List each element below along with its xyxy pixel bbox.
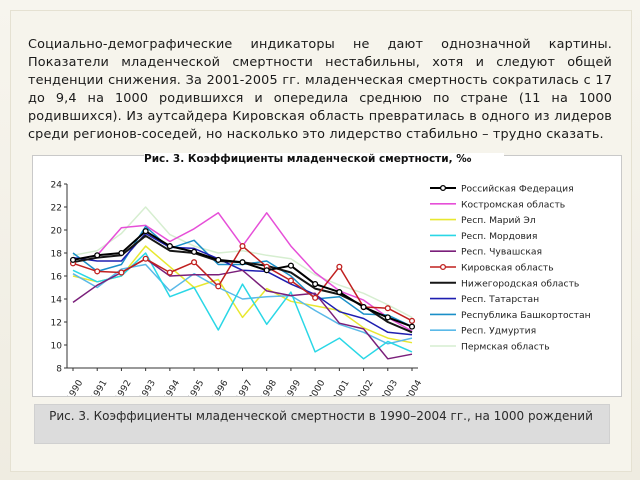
legend-label: Российская Федерация <box>461 184 574 195</box>
legend-label: Нижегородская область <box>461 278 579 289</box>
x-tick-label: 1998 <box>259 378 279 396</box>
series-5-point <box>408 317 416 324</box>
series-5-point <box>312 294 319 301</box>
y-tick-label: 12 <box>51 319 62 329</box>
series-0-point <box>166 243 173 250</box>
series-0-point <box>239 259 246 266</box>
x-tick-label: 1997 <box>235 379 255 396</box>
x-tick-label: 1999 <box>283 378 303 396</box>
x-tick-label: 1993 <box>138 379 158 396</box>
x-tick-label: 1996 <box>210 378 230 396</box>
y-tick-label: 18 <box>51 250 63 260</box>
series-0-point <box>360 304 367 311</box>
series-5-point <box>142 255 149 262</box>
series-0-point <box>408 323 416 330</box>
series-5-point <box>166 269 173 276</box>
series-0-point <box>215 256 222 263</box>
y-tick-label: 24 <box>51 181 63 191</box>
series-0-point <box>312 281 319 288</box>
x-tick-label: 1994 <box>162 378 182 396</box>
legend-label: Респ. Удмуртия <box>461 326 536 337</box>
x-tick-label: 1990 <box>65 378 85 396</box>
y-tick-label: 16 <box>51 273 63 283</box>
series-0-point <box>94 252 101 259</box>
legend-marker <box>439 184 447 192</box>
series-5-point <box>336 263 343 270</box>
legend-label: Кировская область <box>461 263 554 274</box>
series-0-point <box>118 249 125 257</box>
chart-panel: 8 10 12 14 16 18 20 22 24 1990 1991 1992 1993 1994 199… <box>32 155 622 404</box>
series-0-point <box>263 267 270 274</box>
chart-title: Рис. 3. Коэффициенты младенческой смертн… <box>144 153 504 167</box>
legend-marker <box>439 263 447 271</box>
legend-label: Республика Башкортостан <box>461 310 591 321</box>
y-tick-label: 14 <box>51 296 63 306</box>
series-5-point <box>118 269 125 276</box>
legend-label: Костромская область <box>461 199 565 210</box>
series-line-2 <box>72 245 413 344</box>
x-tick-label: 2000 <box>307 378 327 396</box>
figure-caption: Рис. 3. Коэффициенты младенческой смертн… <box>49 409 593 423</box>
x-tick-label: 2002 <box>356 379 376 396</box>
series-line-8 <box>72 225 413 328</box>
legend-label: Респ. Татарстан <box>461 294 539 305</box>
series-5-point <box>384 305 391 312</box>
series-5-point <box>94 268 101 275</box>
series-0-point <box>142 228 149 235</box>
y-tick-label: 20 <box>51 227 63 237</box>
series-5-point <box>215 283 222 290</box>
series-5-point <box>191 259 198 266</box>
y-tick-label: 8 <box>56 365 62 375</box>
caption-box <box>34 404 610 444</box>
series-0-point <box>384 314 391 321</box>
series-0-point <box>287 262 294 269</box>
series-5-point <box>239 243 246 250</box>
chart-lines <box>69 206 416 360</box>
legend-label: Респ. Мордовия <box>461 231 537 242</box>
legend-label: Респ. Марий Эл <box>461 215 536 226</box>
x-tick-label: 2001 <box>332 379 352 396</box>
series-0-point <box>191 248 198 255</box>
series-line-10 <box>72 206 413 319</box>
y-tick-label: 10 <box>51 342 63 352</box>
x-tick-label: 2004 <box>404 378 424 396</box>
x-tick-label: 2003 <box>380 379 400 396</box>
x-tick-label: 1992 <box>114 379 134 396</box>
series-5-point <box>287 277 294 284</box>
slide-paragraph: Социально-демографические индикаторы не … <box>28 37 612 142</box>
series-0-point <box>69 256 77 263</box>
legend-label: Пермская область <box>461 342 550 353</box>
y-tick-label: 22 <box>51 204 62 214</box>
series-0-point <box>336 289 343 296</box>
x-tick-label: 1991 <box>89 379 109 396</box>
x-tick-label: 1995 <box>186 379 206 396</box>
legend-label: Респ. Чувашская <box>461 247 542 258</box>
chart-legend: Российская Федерация Костромская область Р… <box>430 184 591 353</box>
